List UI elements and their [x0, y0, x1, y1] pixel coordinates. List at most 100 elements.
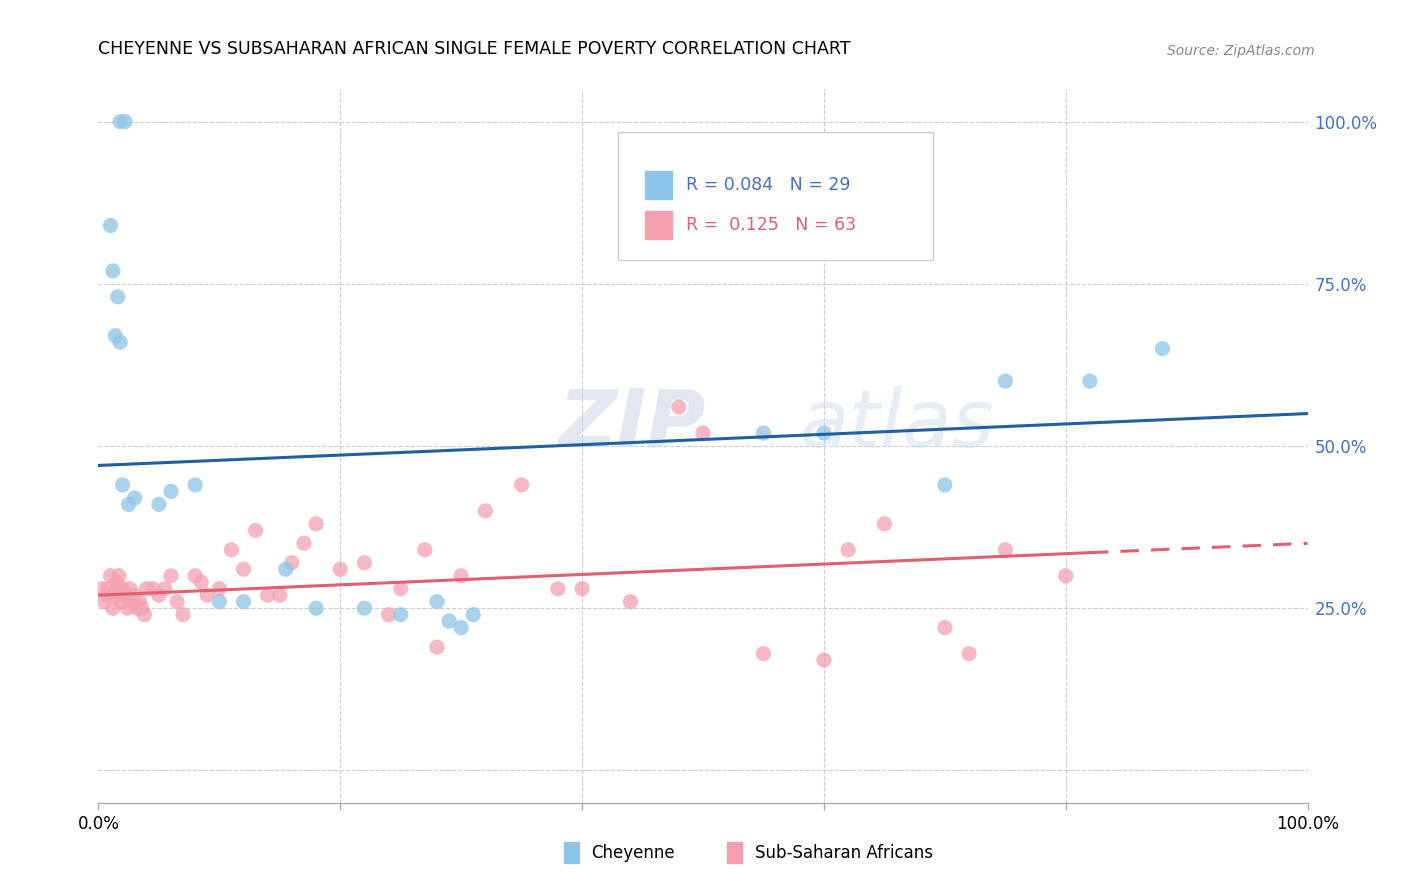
Point [221, 542, 243, 557]
Point [692, 425, 714, 440]
Point [124, 491, 146, 505]
Point [118, 582, 141, 596]
Point [547, 582, 569, 596]
Point [91, 582, 114, 596]
Point [101, 601, 124, 615]
Point [837, 542, 859, 557]
Point [104, 328, 127, 343]
Point [305, 601, 328, 615]
Point [108, 114, 131, 128]
Point [619, 595, 641, 609]
Point [108, 588, 131, 602]
Point [292, 536, 315, 550]
Point [256, 588, 278, 602]
Point [450, 568, 472, 582]
Text: Sub-Saharan Africans: Sub-Saharan Africans [755, 844, 932, 862]
Point [463, 607, 485, 622]
Bar [645, 170, 672, 199]
Point [148, 497, 170, 511]
Point [1078, 374, 1101, 388]
Point [668, 400, 690, 414]
Point [184, 478, 207, 492]
Point [232, 562, 254, 576]
Point [100, 568, 122, 582]
Point [172, 607, 194, 622]
Bar [564, 842, 579, 863]
Point [994, 374, 1017, 388]
Bar [727, 842, 742, 863]
Text: R = 0.084   N = 29: R = 0.084 N = 29 [686, 176, 851, 194]
Point [305, 516, 328, 531]
Point [437, 614, 460, 628]
Point [160, 568, 183, 582]
Point [142, 582, 165, 596]
Point [474, 504, 496, 518]
Point [107, 290, 129, 304]
Point [114, 114, 136, 128]
Point [1152, 342, 1174, 356]
Y-axis label: Single Female Poverty: Single Female Poverty [0, 354, 8, 538]
Point [208, 595, 231, 609]
Point [269, 588, 291, 602]
Text: atlas: atlas [800, 385, 994, 464]
Point [752, 647, 775, 661]
Point [450, 621, 472, 635]
Text: ZIP: ZIP [558, 385, 706, 464]
Point [934, 621, 956, 635]
Point [104, 588, 127, 602]
Text: Cheyenne: Cheyenne [592, 844, 675, 862]
FancyBboxPatch shape [619, 132, 932, 260]
Point [110, 595, 132, 609]
Point [131, 601, 153, 615]
Point [105, 575, 128, 590]
Point [96, 588, 118, 602]
Point [100, 219, 122, 233]
Point [160, 484, 183, 499]
Point [128, 595, 150, 609]
Point [957, 647, 980, 661]
Point [101, 264, 124, 278]
Point [135, 582, 157, 596]
Point [208, 582, 231, 596]
Point [124, 588, 146, 602]
Point [274, 562, 297, 576]
Point [353, 556, 375, 570]
Point [994, 542, 1017, 557]
Point [117, 601, 139, 615]
Point [148, 588, 170, 602]
Point [121, 595, 143, 609]
Point [281, 556, 304, 570]
Point [107, 582, 129, 596]
Point [111, 478, 134, 492]
Text: Source: ZipAtlas.com: Source: ZipAtlas.com [1167, 44, 1315, 58]
Point [813, 653, 835, 667]
Point [127, 601, 149, 615]
Point [413, 542, 436, 557]
Point [813, 425, 835, 440]
Point [93, 595, 115, 609]
Point [752, 425, 775, 440]
Point [353, 601, 375, 615]
Point [118, 497, 141, 511]
Point [377, 607, 399, 622]
Point [97, 582, 120, 596]
Point [426, 640, 449, 654]
Point [190, 575, 212, 590]
Point [111, 582, 134, 596]
Point [329, 562, 352, 576]
Point [934, 478, 956, 492]
Point [108, 335, 131, 350]
Point [389, 607, 412, 622]
Point [571, 582, 593, 596]
Point [195, 588, 218, 602]
Bar [645, 211, 672, 239]
Point [873, 516, 896, 531]
Point [245, 524, 267, 538]
Text: R =  0.125   N = 63: R = 0.125 N = 63 [686, 216, 856, 234]
Text: CHEYENNE VS SUBSAHARAN AFRICAN SINGLE FEMALE POVERTY CORRELATION CHART: CHEYENNE VS SUBSAHARAN AFRICAN SINGLE FE… [98, 40, 851, 58]
Point [426, 595, 449, 609]
Point [232, 595, 254, 609]
Point [184, 568, 207, 582]
Point [510, 478, 533, 492]
Point [134, 607, 156, 622]
